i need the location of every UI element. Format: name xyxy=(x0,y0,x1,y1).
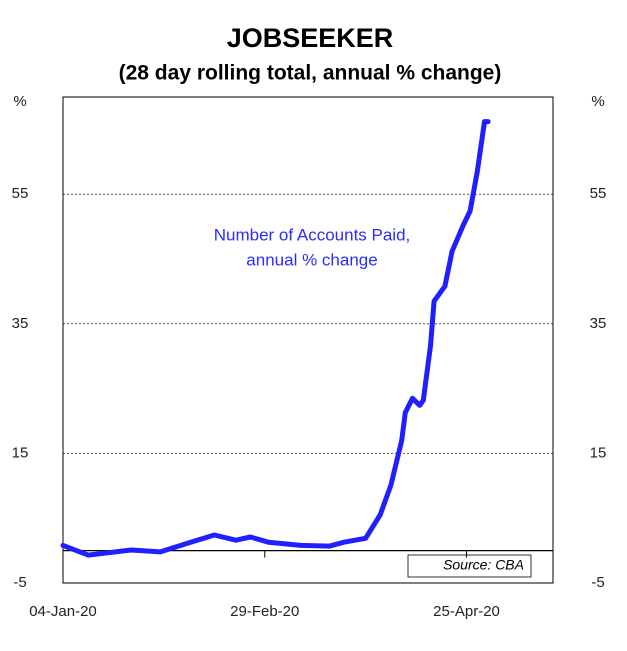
y-tick-label-right: 15 xyxy=(590,444,607,461)
source: Source: CBA xyxy=(443,557,524,573)
source-box xyxy=(407,554,532,578)
y-unit-left: % xyxy=(13,93,26,110)
annotation: annual % change xyxy=(246,250,377,269)
y-tick-label: -5 xyxy=(13,574,26,591)
y-tick-label-right: -5 xyxy=(591,574,604,591)
y-tick-label-right: 35 xyxy=(590,315,607,332)
x-tick-label: 04-Jan-20 xyxy=(29,603,97,620)
chart-subtitle: (28 day rolling total, annual % change) xyxy=(119,62,502,85)
annotation: Number of Accounts Paid, xyxy=(214,225,411,244)
data-line xyxy=(60,119,491,558)
y-tick-label: 55 xyxy=(12,185,29,202)
chart-title: JOBSEEKER xyxy=(227,23,394,53)
y-unit-right: % xyxy=(591,93,604,110)
y-tick-label: 35 xyxy=(12,315,29,332)
x-tick-label: 29-Feb-20 xyxy=(230,603,299,620)
plot-frame xyxy=(62,96,554,584)
y-tick-label: 15 xyxy=(12,444,29,461)
y-tick-label-right: 55 xyxy=(590,185,607,202)
x-tick-label: 25-Apr-20 xyxy=(433,603,500,620)
